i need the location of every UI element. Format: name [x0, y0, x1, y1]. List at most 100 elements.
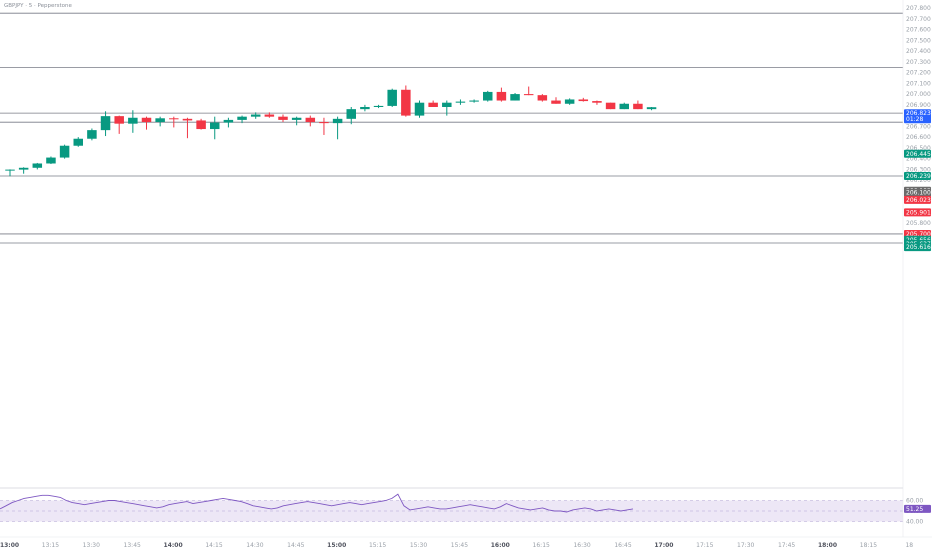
- price-tick-label: 207.600: [906, 27, 931, 34]
- candle-body: [428, 102, 438, 107]
- candle-body: [646, 107, 657, 110]
- candle-body: [592, 101, 602, 103]
- candle-body: [442, 102, 452, 107]
- candle-body: [87, 130, 97, 139]
- candle-body: [387, 89, 397, 106]
- time-tick-label: 17:15: [696, 542, 713, 549]
- time-tick-label: 16:00: [491, 542, 510, 549]
- candle-9: [128, 110, 138, 133]
- time-tick-label: 16:30: [573, 542, 590, 549]
- price-tag-bg: [904, 171, 931, 180]
- rsi-line: [0, 493, 634, 513]
- candle-47: [646, 106, 657, 111]
- candle-body: [496, 91, 507, 101]
- candle-body: [73, 138, 83, 146]
- candle-body: [32, 163, 43, 168]
- candle-body: [305, 117, 316, 123]
- price-tick-label: 207.200: [906, 70, 931, 77]
- candle-26: [360, 104, 370, 112]
- candle-44: [605, 102, 616, 110]
- candle-body: [237, 116, 247, 120]
- candle-body: [128, 117, 138, 124]
- candle-body: [455, 101, 466, 103]
- price-tag-label: 206.445: [906, 151, 931, 158]
- rsi-tick-label: 60.00: [906, 498, 923, 505]
- symbol-title: GBPJPY · 5 · Pepperstone: [4, 3, 72, 9]
- candle-body: [483, 91, 493, 101]
- candle-37: [510, 93, 520, 101]
- price-tick-label: 207.300: [906, 59, 931, 66]
- candle-34: [469, 99, 479, 103]
- candle-1: [18, 167, 29, 174]
- time-tick-label: 13:45: [124, 542, 141, 549]
- candle-body: [223, 119, 234, 123]
- price-tag-bg: [904, 149, 931, 158]
- candle-38: [523, 86, 534, 96]
- candle-4: [59, 144, 70, 159]
- price-tag-label: 206.100: [906, 190, 931, 197]
- price-tick-label: 205.800: [906, 220, 931, 227]
- candle-body: [250, 114, 261, 117]
- candle-body: [18, 167, 29, 170]
- candle-body: [210, 122, 220, 130]
- time-tick-label: 13:30: [83, 542, 100, 549]
- time-tick-label: 18:15: [860, 542, 877, 549]
- candle-23: [319, 117, 329, 135]
- price-tick-label: 206.500: [906, 145, 931, 152]
- price-tag-2: 206.239: [904, 171, 931, 180]
- candle-6: [87, 128, 97, 141]
- candle-14: [196, 118, 206, 130]
- time-tick-label: 18: [905, 542, 913, 549]
- candle-39: [537, 94, 548, 102]
- candle-body: [169, 118, 179, 120]
- candle-body: [551, 100, 561, 104]
- candle-body: [523, 94, 534, 96]
- candle-body: [114, 116, 124, 124]
- price-tag-1: 206.445: [904, 149, 931, 158]
- candle-46: [633, 100, 643, 110]
- price-tick-label: 206.400: [906, 156, 931, 163]
- rsi-current-label: 51.25: [906, 506, 923, 513]
- price-tick-label: 206.600: [906, 134, 931, 141]
- candle-body: [291, 117, 302, 120]
- price-tag-10: 205.616: [904, 243, 931, 252]
- candle-11: [155, 116, 165, 127]
- rsi-tick-label: 40.00: [906, 519, 923, 526]
- candle-33: [455, 99, 466, 105]
- price-tag-bg: [904, 109, 931, 124]
- price-tag-label: 206.023: [906, 197, 931, 204]
- candle-body: [373, 105, 384, 107]
- time-tick-label: 14:00: [164, 542, 183, 549]
- candle-body: [360, 106, 370, 110]
- candle-43: [592, 100, 602, 105]
- candle-body: [155, 118, 165, 123]
- candle-body: [619, 103, 629, 110]
- candle-body: [510, 94, 520, 101]
- price-tag-6: 205.901: [904, 208, 931, 217]
- candle-body: [414, 102, 425, 116]
- candle-25: [346, 106, 356, 125]
- price-tick-label: 207.000: [906, 91, 931, 98]
- time-tick-label: 15:30: [410, 542, 427, 549]
- candle-35: [483, 90, 493, 102]
- candle-body: [100, 116, 111, 131]
- candle-body: [332, 118, 343, 124]
- candle-32: [442, 100, 452, 116]
- time-tick-label: 15:45: [451, 542, 468, 549]
- price-tag-label: 206.239: [906, 173, 931, 180]
- price-tick-label: 206.300: [906, 166, 931, 173]
- candle-13: [182, 117, 193, 139]
- time-tick-label: 13:15: [42, 542, 59, 549]
- candle-body: [46, 157, 56, 164]
- candle-8: [114, 115, 124, 134]
- candle-body: [264, 114, 275, 117]
- candle-17: [237, 115, 247, 124]
- price-tick-label: 206.900: [906, 102, 931, 109]
- candle-0: [5, 169, 15, 177]
- time-tick-label: 14:15: [205, 542, 222, 549]
- price-tag-label: 206.823: [906, 110, 931, 117]
- time-tick-label: 16:15: [533, 542, 550, 549]
